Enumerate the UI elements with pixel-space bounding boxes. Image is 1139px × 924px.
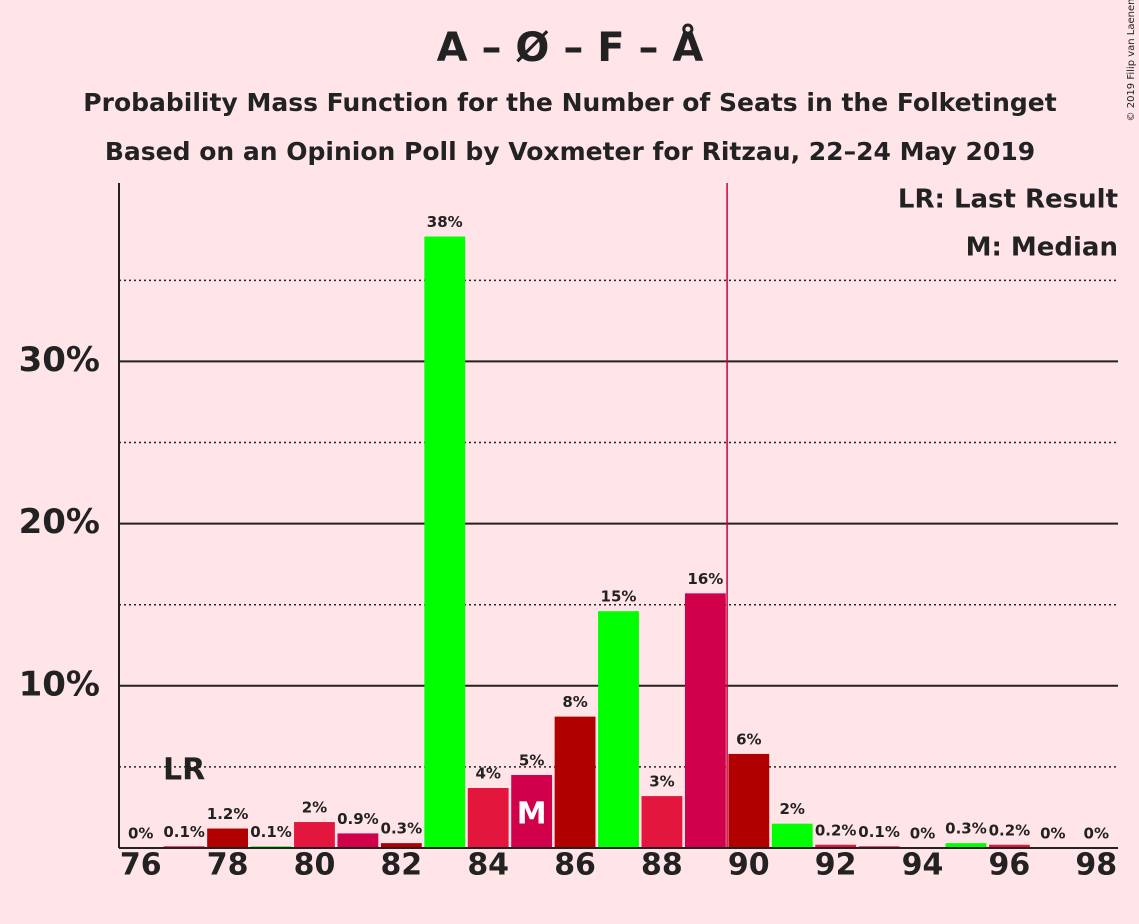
x-tick-label: 88 bbox=[641, 848, 683, 883]
y-tick-label: 10% bbox=[19, 664, 100, 704]
value-label: 0.9% bbox=[337, 810, 379, 828]
value-label: 6% bbox=[736, 730, 761, 748]
value-label: 4% bbox=[475, 764, 500, 782]
value-label: 2% bbox=[780, 800, 805, 818]
legend-entry: LR: Last Result bbox=[898, 185, 1118, 215]
value-label: 8% bbox=[562, 693, 587, 711]
x-tick-label: 78 bbox=[207, 848, 249, 883]
value-label: 3% bbox=[649, 773, 674, 791]
x-tick-label: 92 bbox=[815, 848, 857, 883]
value-label: 0% bbox=[128, 825, 153, 843]
x-tick-label: 94 bbox=[902, 848, 944, 883]
value-label: 2% bbox=[302, 799, 327, 817]
value-label: 0.2% bbox=[989, 821, 1031, 839]
bar bbox=[598, 611, 639, 848]
value-label: 0.1% bbox=[858, 823, 900, 841]
y-tick-label: 30% bbox=[19, 340, 100, 380]
bar bbox=[771, 823, 813, 848]
value-label: 0% bbox=[1040, 825, 1065, 843]
bar bbox=[337, 833, 379, 848]
x-tick-label: 82 bbox=[380, 848, 422, 883]
bar bbox=[467, 787, 509, 848]
bar bbox=[294, 822, 335, 848]
bar bbox=[641, 796, 683, 848]
value-label: 0.1% bbox=[250, 823, 292, 841]
bar bbox=[728, 753, 770, 848]
x-tick-label: 76 bbox=[120, 848, 162, 883]
bar bbox=[945, 843, 987, 848]
bar bbox=[380, 843, 422, 848]
median-marker: M bbox=[517, 797, 547, 832]
bar bbox=[684, 593, 726, 848]
chart-subtitle: Probability Mass Function for the Number… bbox=[83, 88, 1056, 117]
value-label: 0.3% bbox=[945, 820, 987, 838]
last-result-marker: LR bbox=[163, 753, 205, 788]
value-label: 0.3% bbox=[381, 820, 423, 838]
value-label: 0.1% bbox=[163, 823, 205, 841]
value-label: 0% bbox=[910, 825, 935, 843]
value-label: 0% bbox=[1084, 825, 1109, 843]
x-tick-label: 80 bbox=[294, 848, 336, 883]
bar bbox=[815, 844, 857, 848]
bar bbox=[511, 775, 553, 848]
value-label: 1.2% bbox=[207, 805, 249, 823]
value-label: 0.2% bbox=[815, 821, 857, 839]
x-tick-label: 98 bbox=[1075, 848, 1117, 883]
legend-entry: M: Median bbox=[966, 233, 1118, 263]
x-tick-label: 90 bbox=[728, 848, 770, 883]
x-tick-label: 84 bbox=[467, 848, 509, 883]
x-tick-label: 96 bbox=[989, 848, 1031, 883]
x-tick-label: 86 bbox=[554, 848, 596, 883]
chart-title: A – Ø – F – Å bbox=[437, 22, 704, 71]
value-label: 16% bbox=[687, 570, 723, 588]
bar bbox=[554, 716, 596, 848]
y-tick-label: 20% bbox=[19, 502, 100, 542]
copyright: © 2019 Filip van Laenen bbox=[1126, 0, 1137, 121]
chart-subtitle: Based on an Opinion Poll by Voxmeter for… bbox=[105, 137, 1035, 166]
value-label: 15% bbox=[601, 588, 637, 606]
value-label: 5% bbox=[519, 752, 544, 770]
value-label: 38% bbox=[427, 213, 463, 231]
bar bbox=[988, 844, 1030, 848]
bar bbox=[207, 828, 249, 848]
bar bbox=[424, 236, 466, 848]
